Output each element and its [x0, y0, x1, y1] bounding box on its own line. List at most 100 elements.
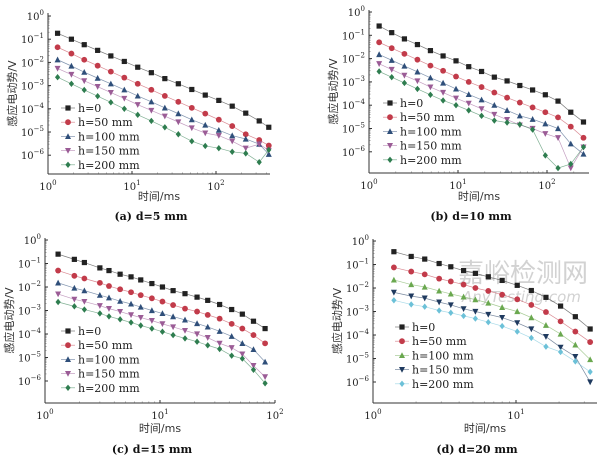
- data-point: [134, 80, 141, 87]
- data-point: [243, 110, 249, 116]
- data-point: [94, 62, 101, 69]
- data-point: [215, 116, 222, 123]
- data-point: [202, 92, 208, 98]
- legend-label: h=150 mm: [78, 368, 140, 381]
- legend-label: h=50 mm: [400, 111, 455, 124]
- data-point: [542, 109, 549, 116]
- data-point: [262, 340, 268, 347]
- data-point: [216, 340, 223, 347]
- data-point: [161, 113, 168, 120]
- data-point: [202, 142, 208, 150]
- y-tick-label: 10−3: [346, 305, 369, 319]
- y-tick-label: 10−1: [21, 32, 44, 46]
- legend-label: h=50 mm: [412, 335, 467, 348]
- data-point: [572, 314, 578, 320]
- data-point: [216, 145, 222, 152]
- data-point: [262, 374, 269, 381]
- data-point: [217, 301, 223, 308]
- subplot-title: (c) d=15 mm: [112, 443, 193, 456]
- data-point: [529, 104, 536, 111]
- data-point: [250, 332, 257, 338]
- legend-label: h=0: [400, 97, 423, 110]
- data-point: [217, 345, 223, 353]
- data-point: [567, 140, 574, 147]
- data-point: [148, 70, 154, 76]
- data-point: [215, 132, 222, 139]
- data-point: [421, 271, 428, 278]
- data-point: [117, 316, 123, 323]
- data-point: [567, 123, 574, 130]
- data-point: [555, 164, 561, 172]
- data-point: [68, 62, 75, 69]
- legend-marker: [65, 105, 71, 111]
- data-point: [391, 249, 397, 255]
- series-h-150-mm: [54, 65, 272, 154]
- data-point: [528, 326, 535, 333]
- y-tick-label: 100: [24, 233, 41, 247]
- legend-label: h=200 mm: [78, 382, 140, 395]
- data-point: [408, 253, 414, 260]
- data-point: [106, 313, 112, 320]
- data-point: [215, 126, 222, 133]
- data-point: [542, 131, 549, 137]
- data-point: [188, 104, 195, 111]
- data-point: [229, 352, 235, 359]
- data-point: [414, 68, 421, 75]
- data-point: [542, 92, 548, 98]
- data-point: [202, 121, 209, 128]
- data-point: [514, 308, 521, 315]
- data-point: [421, 295, 428, 302]
- legend-marker: [65, 161, 71, 168]
- data-point: [148, 98, 155, 105]
- data-point: [170, 324, 177, 331]
- legend-label: h=200 mm: [400, 154, 462, 167]
- data-point: [388, 66, 395, 73]
- data-point: [472, 315, 478, 322]
- data-point: [514, 296, 521, 303]
- x-axis-label: 时间/ms: [139, 422, 181, 435]
- data-point: [229, 148, 235, 156]
- data-point: [485, 311, 492, 318]
- y-tick-label: 10−1: [18, 257, 41, 271]
- data-point: [229, 132, 236, 139]
- data-point: [414, 78, 421, 85]
- data-point: [491, 117, 497, 124]
- data-point: [162, 124, 168, 131]
- data-point: [436, 307, 442, 314]
- data-point: [528, 302, 535, 308]
- data-point: [453, 58, 459, 64]
- data-point: [148, 318, 155, 324]
- data-point: [94, 74, 101, 81]
- data-point: [491, 74, 497, 80]
- data-point: [516, 112, 523, 119]
- data-point: [587, 339, 594, 345]
- data-point: [242, 131, 249, 138]
- data-point: [543, 294, 549, 300]
- data-point: [414, 56, 421, 63]
- data-point: [542, 322, 549, 328]
- data-point: [148, 107, 155, 114]
- x-tick-label: 100: [36, 408, 53, 422]
- legend-label: h=0: [78, 325, 101, 338]
- data-point: [148, 117, 154, 125]
- subplot-title: (b) d=10 mm: [430, 210, 512, 223]
- y-tick-label: 10−3: [18, 304, 41, 318]
- data-point: [68, 36, 75, 42]
- data-point: [389, 73, 395, 81]
- data-point: [71, 272, 78, 279]
- data-point: [188, 116, 195, 123]
- data-point: [170, 313, 177, 320]
- data-point: [161, 104, 168, 111]
- data-point: [460, 312, 467, 320]
- data-point: [572, 341, 579, 348]
- data-point: [228, 345, 235, 351]
- data-point: [528, 287, 534, 294]
- data-point: [106, 267, 112, 274]
- data-point: [148, 307, 155, 314]
- data-point: [189, 138, 195, 145]
- data-point: [440, 89, 447, 96]
- legend-label: h=100 mm: [78, 353, 140, 366]
- data-point: [54, 74, 61, 81]
- data-point: [389, 30, 395, 36]
